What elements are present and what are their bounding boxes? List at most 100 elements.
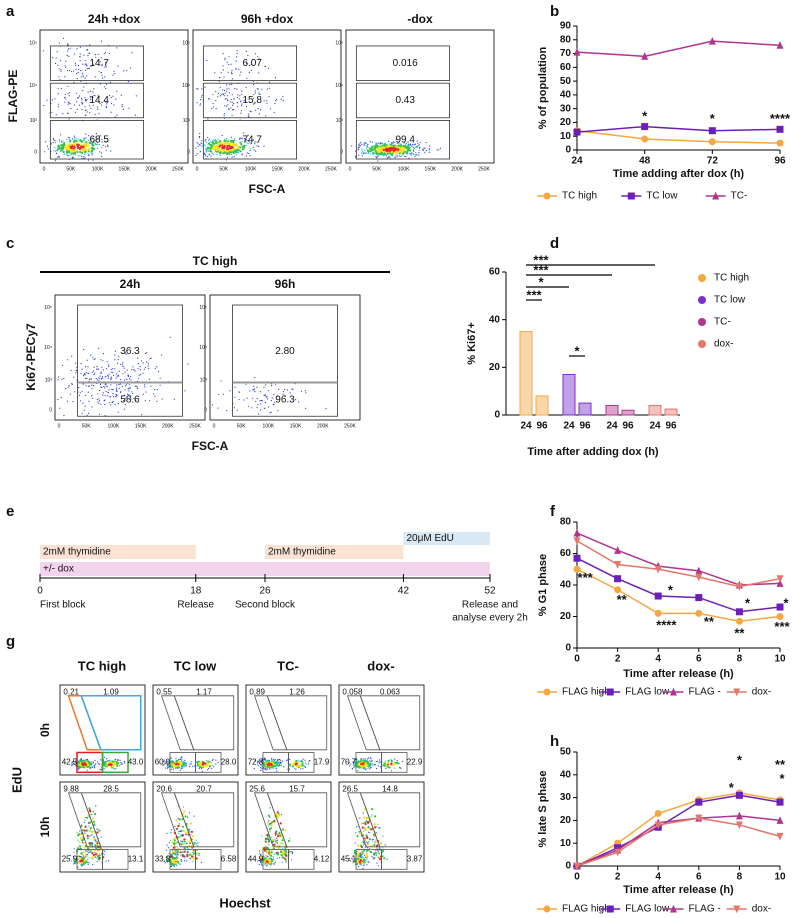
- event-dot: [268, 859, 271, 862]
- legend-marker: [698, 296, 706, 304]
- gate: [288, 752, 315, 773]
- event-dot: [117, 760, 119, 762]
- event-dot: [234, 386, 236, 388]
- event-dot: [88, 67, 90, 69]
- event-dot: [101, 155, 103, 157]
- event-dot: [241, 90, 243, 92]
- event-dot: [184, 840, 186, 842]
- gate-value: 0.016: [393, 58, 418, 69]
- event-dot: [100, 57, 102, 59]
- event-dot: [198, 767, 200, 770]
- event-dot: [97, 828, 99, 830]
- event-dot: [284, 395, 286, 397]
- significance: *: [737, 753, 743, 768]
- event-dot: [84, 97, 86, 99]
- event-dot: [180, 840, 182, 842]
- event-dot: [86, 853, 88, 856]
- event-dot: [112, 393, 114, 395]
- event-dot: [390, 147, 393, 150]
- event-dot: [107, 395, 109, 397]
- event-dot: [74, 761, 76, 764]
- event-dot: [156, 366, 158, 368]
- event-dot: [143, 368, 145, 370]
- event-dot: [354, 764, 356, 766]
- event-dot: [247, 55, 249, 57]
- event-dot: [228, 92, 230, 94]
- event-dot: [182, 834, 184, 836]
- event-dot: [193, 850, 195, 852]
- flow-y-tick-label: 10⁵: [335, 41, 343, 47]
- event-dot: [386, 150, 389, 153]
- event-dot: [79, 56, 81, 58]
- event-dot: [201, 96, 203, 98]
- flow-x-tick-label: 250K: [478, 166, 490, 172]
- event-dot: [94, 759, 96, 762]
- event-dot: [269, 762, 273, 765]
- event-dot: [212, 140, 214, 142]
- event-dot: [289, 758, 291, 761]
- event-dot: [229, 101, 231, 103]
- event-dot: [75, 369, 78, 371]
- event-dot: [123, 760, 125, 763]
- event-dot: [304, 390, 306, 392]
- event-dot: [263, 855, 265, 857]
- event-dot: [142, 362, 144, 364]
- gate-value: 36.3: [120, 346, 140, 357]
- event-dot: [211, 152, 213, 155]
- event-dot: [171, 855, 173, 857]
- event-dot: [80, 70, 82, 72]
- event-dot: [85, 761, 88, 764]
- event-dot: [124, 385, 126, 387]
- flow-x-tick-label: 200K: [145, 166, 157, 172]
- gate: [355, 120, 450, 160]
- event-dot: [199, 132, 201, 135]
- event-dot: [150, 357, 152, 359]
- flow-x-tick-label: 100K: [263, 423, 275, 429]
- event-dot: [257, 404, 259, 406]
- event-dot: [89, 821, 92, 824]
- event-dot: [100, 152, 103, 154]
- event-dot: [57, 93, 59, 95]
- flow-x-tick-label: 150K: [119, 166, 131, 172]
- event-dot: [115, 373, 117, 375]
- plot-frame: [209, 294, 361, 421]
- gate: [160, 695, 195, 751]
- event-dot: [110, 404, 112, 406]
- event-dot: [246, 77, 248, 79]
- column-header: TC high: [78, 658, 126, 673]
- event-dot: [89, 52, 91, 55]
- event-dot: [178, 851, 180, 853]
- event-dot: [366, 864, 368, 866]
- flow-x-tick-label: 0: [349, 166, 352, 172]
- event-dot: [60, 69, 62, 71]
- event-dot: [186, 855, 189, 858]
- event-dot: [58, 139, 61, 141]
- event-dot: [57, 398, 59, 401]
- event-dot: [265, 115, 267, 117]
- event-dot: [79, 53, 81, 55]
- bar: [519, 331, 533, 416]
- event-dot: [206, 150, 208, 152]
- event-dot: [92, 858, 94, 860]
- event-dot: [186, 851, 189, 853]
- series-line: [576, 568, 781, 622]
- event-dot: [396, 142, 398, 144]
- flow-y-tick-label: 10⁴: [44, 345, 52, 351]
- gate-value: 20.6: [156, 784, 172, 793]
- event-dot: [360, 765, 363, 768]
- event-dot: [116, 384, 118, 386]
- event-dot: [120, 763, 122, 766]
- event-dot: [102, 369, 104, 371]
- event-dot: [206, 769, 209, 771]
- event-dot: [84, 374, 86, 376]
- event-dot: [272, 767, 274, 769]
- data-point: [776, 832, 784, 841]
- event-dot: [73, 151, 77, 154]
- event-dot: [410, 143, 412, 145]
- event-dot: [106, 103, 108, 105]
- gate-value: 1.26: [289, 687, 305, 696]
- event-dot: [104, 76, 106, 78]
- event-dot: [125, 397, 127, 400]
- event-dot: [231, 69, 233, 71]
- event-dot: [97, 59, 99, 62]
